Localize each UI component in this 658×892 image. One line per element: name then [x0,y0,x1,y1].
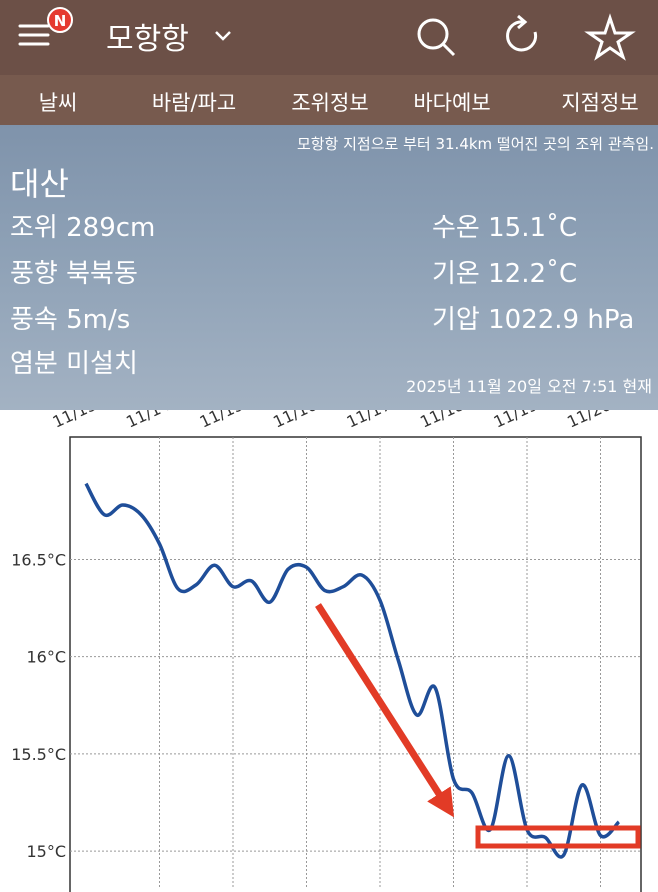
tab[interactable]: 바람/파고 [151,91,237,115]
badge-text: N [54,12,67,30]
search-button[interactable] [417,18,456,57]
x-tick-label: 11/16 [270,410,320,432]
refresh-button[interactable] [506,14,538,52]
y-tick-label: 15.5°C [11,745,66,764]
annotation-arrow [315,603,455,818]
dropdown-caret[interactable] [215,31,231,41]
y-tick-label: 16°C [26,648,66,667]
badge [47,7,73,33]
chart: 15°C 15.5°C 16°C 16.5°C 11/13 11/14 11/15 11/16… [11,410,642,892]
tab-active[interactable]: 조위정보 [265,87,395,129]
favorite-button[interactable] [584,13,636,61]
tab[interactable]: 날씨 [38,91,78,115]
station-info: 모항항 지점으로 부터 31.4km 떨어진 곳의 조위 관측임. 대산 조위 … [0,125,658,410]
menu-button[interactable] [18,24,50,46]
note: 모항항 지점으로 부터 31.4km 떨어진 곳의 조위 관측임. [296,135,654,153]
tab[interactable]: 지점정보 [561,91,639,115]
station-name: 대산 [10,165,69,203]
timestamp: 2025년 11월 20일 오전 7:51 현재 [406,377,652,396]
temperature-line [84,482,621,859]
info-row: 염분 미설치 [10,349,138,379]
top-icons: N [18,7,636,61]
y-tick-label: 16.5°C [11,550,66,569]
location-title[interactable]: 모항항 [106,22,189,57]
x-tick-label: 11/17 [344,410,394,432]
tab[interactable]: 바다예보 [413,91,491,115]
tab-bar: 날씨 바람/파고 조위정보 바다예보 지점정보 [0,75,658,129]
info-row: 풍향 북북동 [10,259,138,289]
info-row: 수온 15.1˚C [432,213,578,243]
x-tick-label: 11/13 [50,410,100,432]
x-tick-label: 11/19 [491,410,541,432]
info-row: 풍속 5m/s [10,305,131,335]
info-row: 기온 12.2˚C [432,259,578,289]
info-row: 기압 1022.9 hPa [432,305,635,335]
top-bar: N 모항항 [0,0,658,75]
y-tick-label: 15°C [26,842,66,861]
x-tick-label: 11/15 [197,410,247,432]
plot-frame [69,436,642,892]
x-tick-label: 11/20 [564,410,614,432]
x-tick-label: 11/14 [123,410,173,432]
annotation-box [475,825,641,849]
x-tick-label: 11/18 [417,410,467,432]
info-row: 조위 289cm [10,213,156,243]
